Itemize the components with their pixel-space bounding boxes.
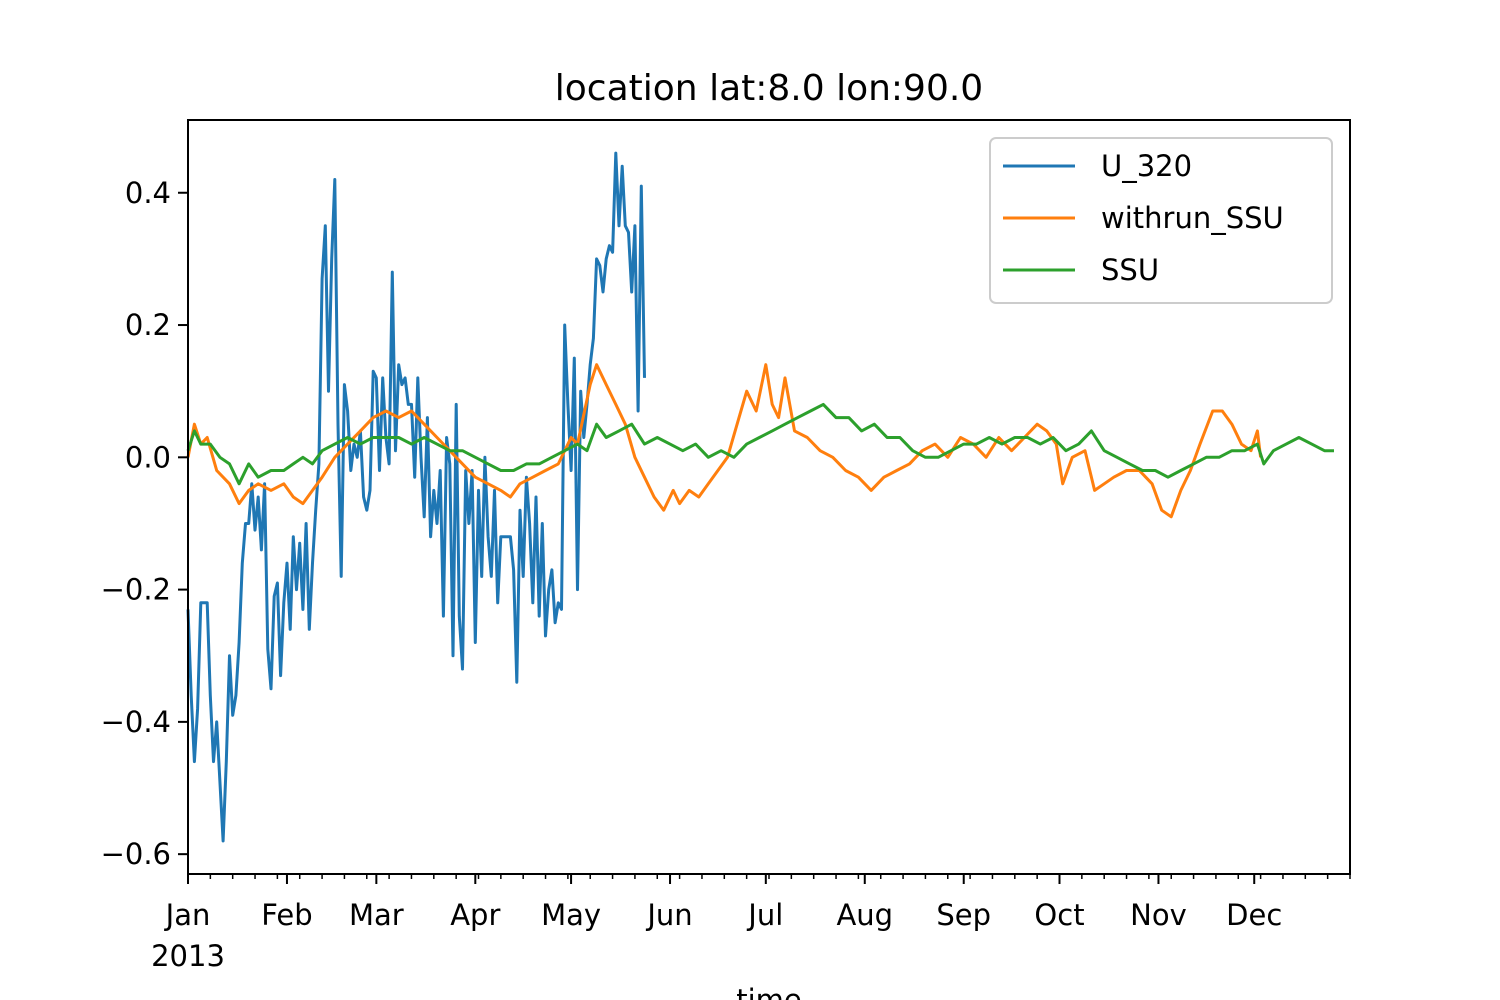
legend-label: withrun_SSU [1101,201,1284,235]
chart-title: location lat:8.0 lon:90.0 [555,68,983,109]
x-tick-label: May [541,898,601,932]
legend-label: SSU [1101,253,1159,287]
y-tick-label: 0.4 [125,176,171,210]
legend-label: U_320 [1101,149,1192,183]
x-tick-label: Jan [164,898,211,932]
y-tick-label: 0.0 [125,440,171,474]
series-layer [186,151,1334,843]
y-tick-label: −0.4 [101,705,171,739]
y-axis: 0.4 0.2 0.0 −0.2 −0.4 −0.6 [101,176,188,871]
x-tick-label: Jun [645,898,692,932]
x-tick-label: Dec [1226,898,1282,932]
y-tick-label: 0.2 [125,308,171,342]
x-tick-label: Apr [450,898,500,932]
x-tick-label: Mar [349,898,404,932]
x-tick-year-label: 2013 [151,939,225,973]
x-tick-label: Aug [836,898,893,932]
legend: U_320 withrun_SSU SSU [989,137,1333,304]
x-tick-label: Jul [746,898,783,932]
x-tick-label: Sep [936,898,991,932]
y-tick-label: −0.6 [101,837,171,871]
x-tick-label: Nov [1130,898,1187,932]
y-tick-label: −0.2 [101,573,171,607]
legend-box [989,137,1333,304]
series-line-1 [186,363,1263,519]
series-line-2 [186,402,1334,486]
x-axis: Jan 2013 Feb Mar Apr May Jun Jul Aug Sep Oct Nov Dec [151,874,1351,973]
x-axis-label: time [736,983,802,1000]
x-tick-label: Oct [1034,898,1084,932]
x-tick-label: Feb [261,898,312,932]
